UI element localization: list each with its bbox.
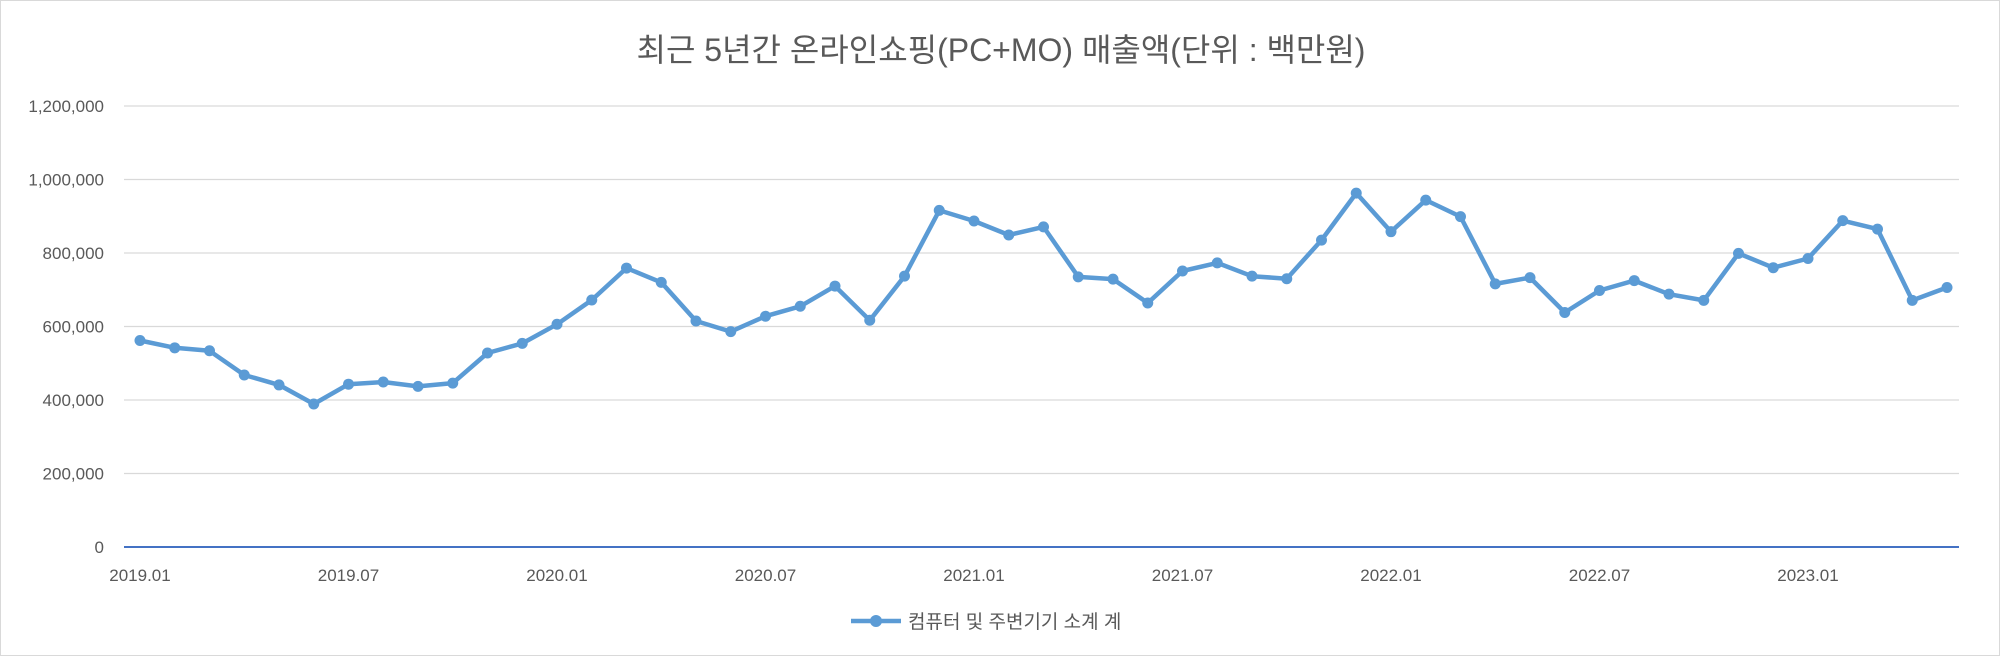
data-point [1212, 257, 1223, 268]
data-point [1003, 229, 1014, 240]
data-point [795, 301, 806, 312]
data-point [1942, 282, 1953, 293]
x-tick-label: 2020.07 [735, 566, 796, 585]
data-point [864, 315, 875, 326]
data-point [517, 338, 528, 349]
y-axis-tick-labels: 0 200,000 400,000 600,000 800,000 1,000,000 1,… [28, 97, 104, 557]
series-layer [135, 188, 1953, 410]
data-point [934, 205, 945, 216]
legend-marker [870, 615, 882, 627]
data-point [135, 335, 146, 346]
data-point [1664, 289, 1675, 300]
data-point [1872, 224, 1883, 235]
data-point [1073, 271, 1084, 282]
data-point [1837, 215, 1848, 226]
data-point [969, 216, 980, 227]
data-point [621, 263, 632, 274]
data-point [204, 345, 215, 356]
data-point [552, 319, 563, 330]
data-point [1386, 226, 1397, 237]
data-point [1559, 307, 1570, 318]
data-point [343, 379, 354, 390]
data-point [1594, 285, 1605, 296]
data-point [1351, 188, 1362, 199]
data-point [586, 295, 597, 306]
data-point [239, 370, 250, 381]
data-point [1247, 271, 1258, 282]
data-point [830, 281, 841, 292]
legend-label: 컴퓨터 및 주변기기 소계 계 [908, 611, 1121, 633]
data-point [725, 326, 736, 337]
x-tick-label: 2019.01 [109, 566, 170, 585]
y-tick-label: 1,200,000 [28, 97, 104, 116]
x-tick-label: 2021.01 [943, 566, 1004, 585]
data-point [1108, 274, 1119, 285]
data-point [413, 381, 424, 392]
data-point [1733, 248, 1744, 259]
data-point [378, 376, 389, 387]
y-tick-label: 800,000 [43, 244, 104, 263]
data-point [482, 347, 493, 358]
data-point [1455, 211, 1466, 222]
data-point [1907, 295, 1918, 306]
x-tick-label: 2023.01 [1777, 566, 1838, 585]
data-point [1142, 297, 1153, 308]
data-point [1698, 295, 1709, 306]
x-tick-label: 2022.07 [1569, 566, 1630, 585]
data-point [447, 378, 458, 389]
legend: 컴퓨터 및 주변기기 소계 계 [851, 611, 1121, 633]
data-point [274, 379, 285, 390]
data-point [760, 311, 771, 322]
data-point [1281, 273, 1292, 284]
y-tick-label: 400,000 [43, 391, 104, 410]
x-tick-label: 2021.07 [1152, 566, 1213, 585]
x-tick-label: 2022.01 [1360, 566, 1421, 585]
data-point [1420, 195, 1431, 206]
chart-title: 최근 5년간 온라인쇼핑(PC+MO) 매출액(단위 : 백만원) [637, 32, 1366, 68]
data-point [1490, 278, 1501, 289]
data-point [1768, 262, 1779, 273]
x-axis-tick-labels: 2019.01 2019.07 2020.01 2020.07 2021.01 2021.… [109, 566, 1838, 585]
data-point [656, 277, 667, 288]
grid-lines [124, 106, 1959, 474]
data-point [691, 315, 702, 326]
y-tick-label: 200,000 [43, 465, 104, 484]
y-tick-label: 600,000 [43, 318, 104, 337]
data-point [899, 271, 910, 282]
data-point [1177, 266, 1188, 277]
data-point [169, 342, 180, 353]
data-point [1629, 275, 1640, 286]
data-point [1316, 235, 1327, 246]
y-tick-label: 1,000,000 [28, 171, 104, 190]
data-point [1038, 221, 1049, 232]
data-point [308, 399, 319, 410]
y-tick-label: 0 [95, 538, 104, 557]
data-point [1803, 253, 1814, 264]
x-tick-label: 2020.01 [526, 566, 587, 585]
data-point [1525, 272, 1536, 283]
x-tick-label: 2019.07 [318, 566, 379, 585]
series [135, 188, 1953, 410]
